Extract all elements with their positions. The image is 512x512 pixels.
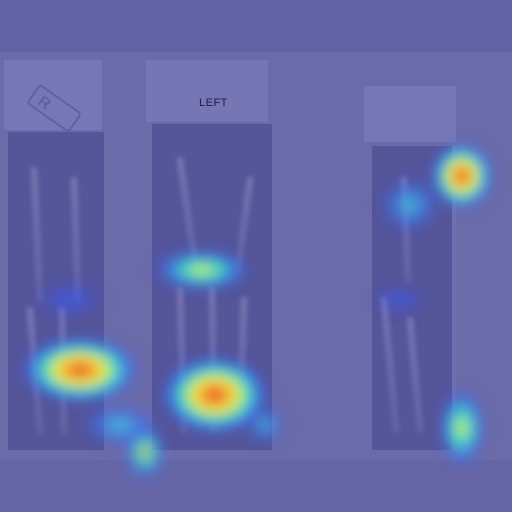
side-label: LEFT [199,97,228,109]
film-panel-right [364,86,456,450]
top-band [0,0,512,52]
heatmap-overlay [20,142,494,482]
bottom-band [0,460,512,512]
